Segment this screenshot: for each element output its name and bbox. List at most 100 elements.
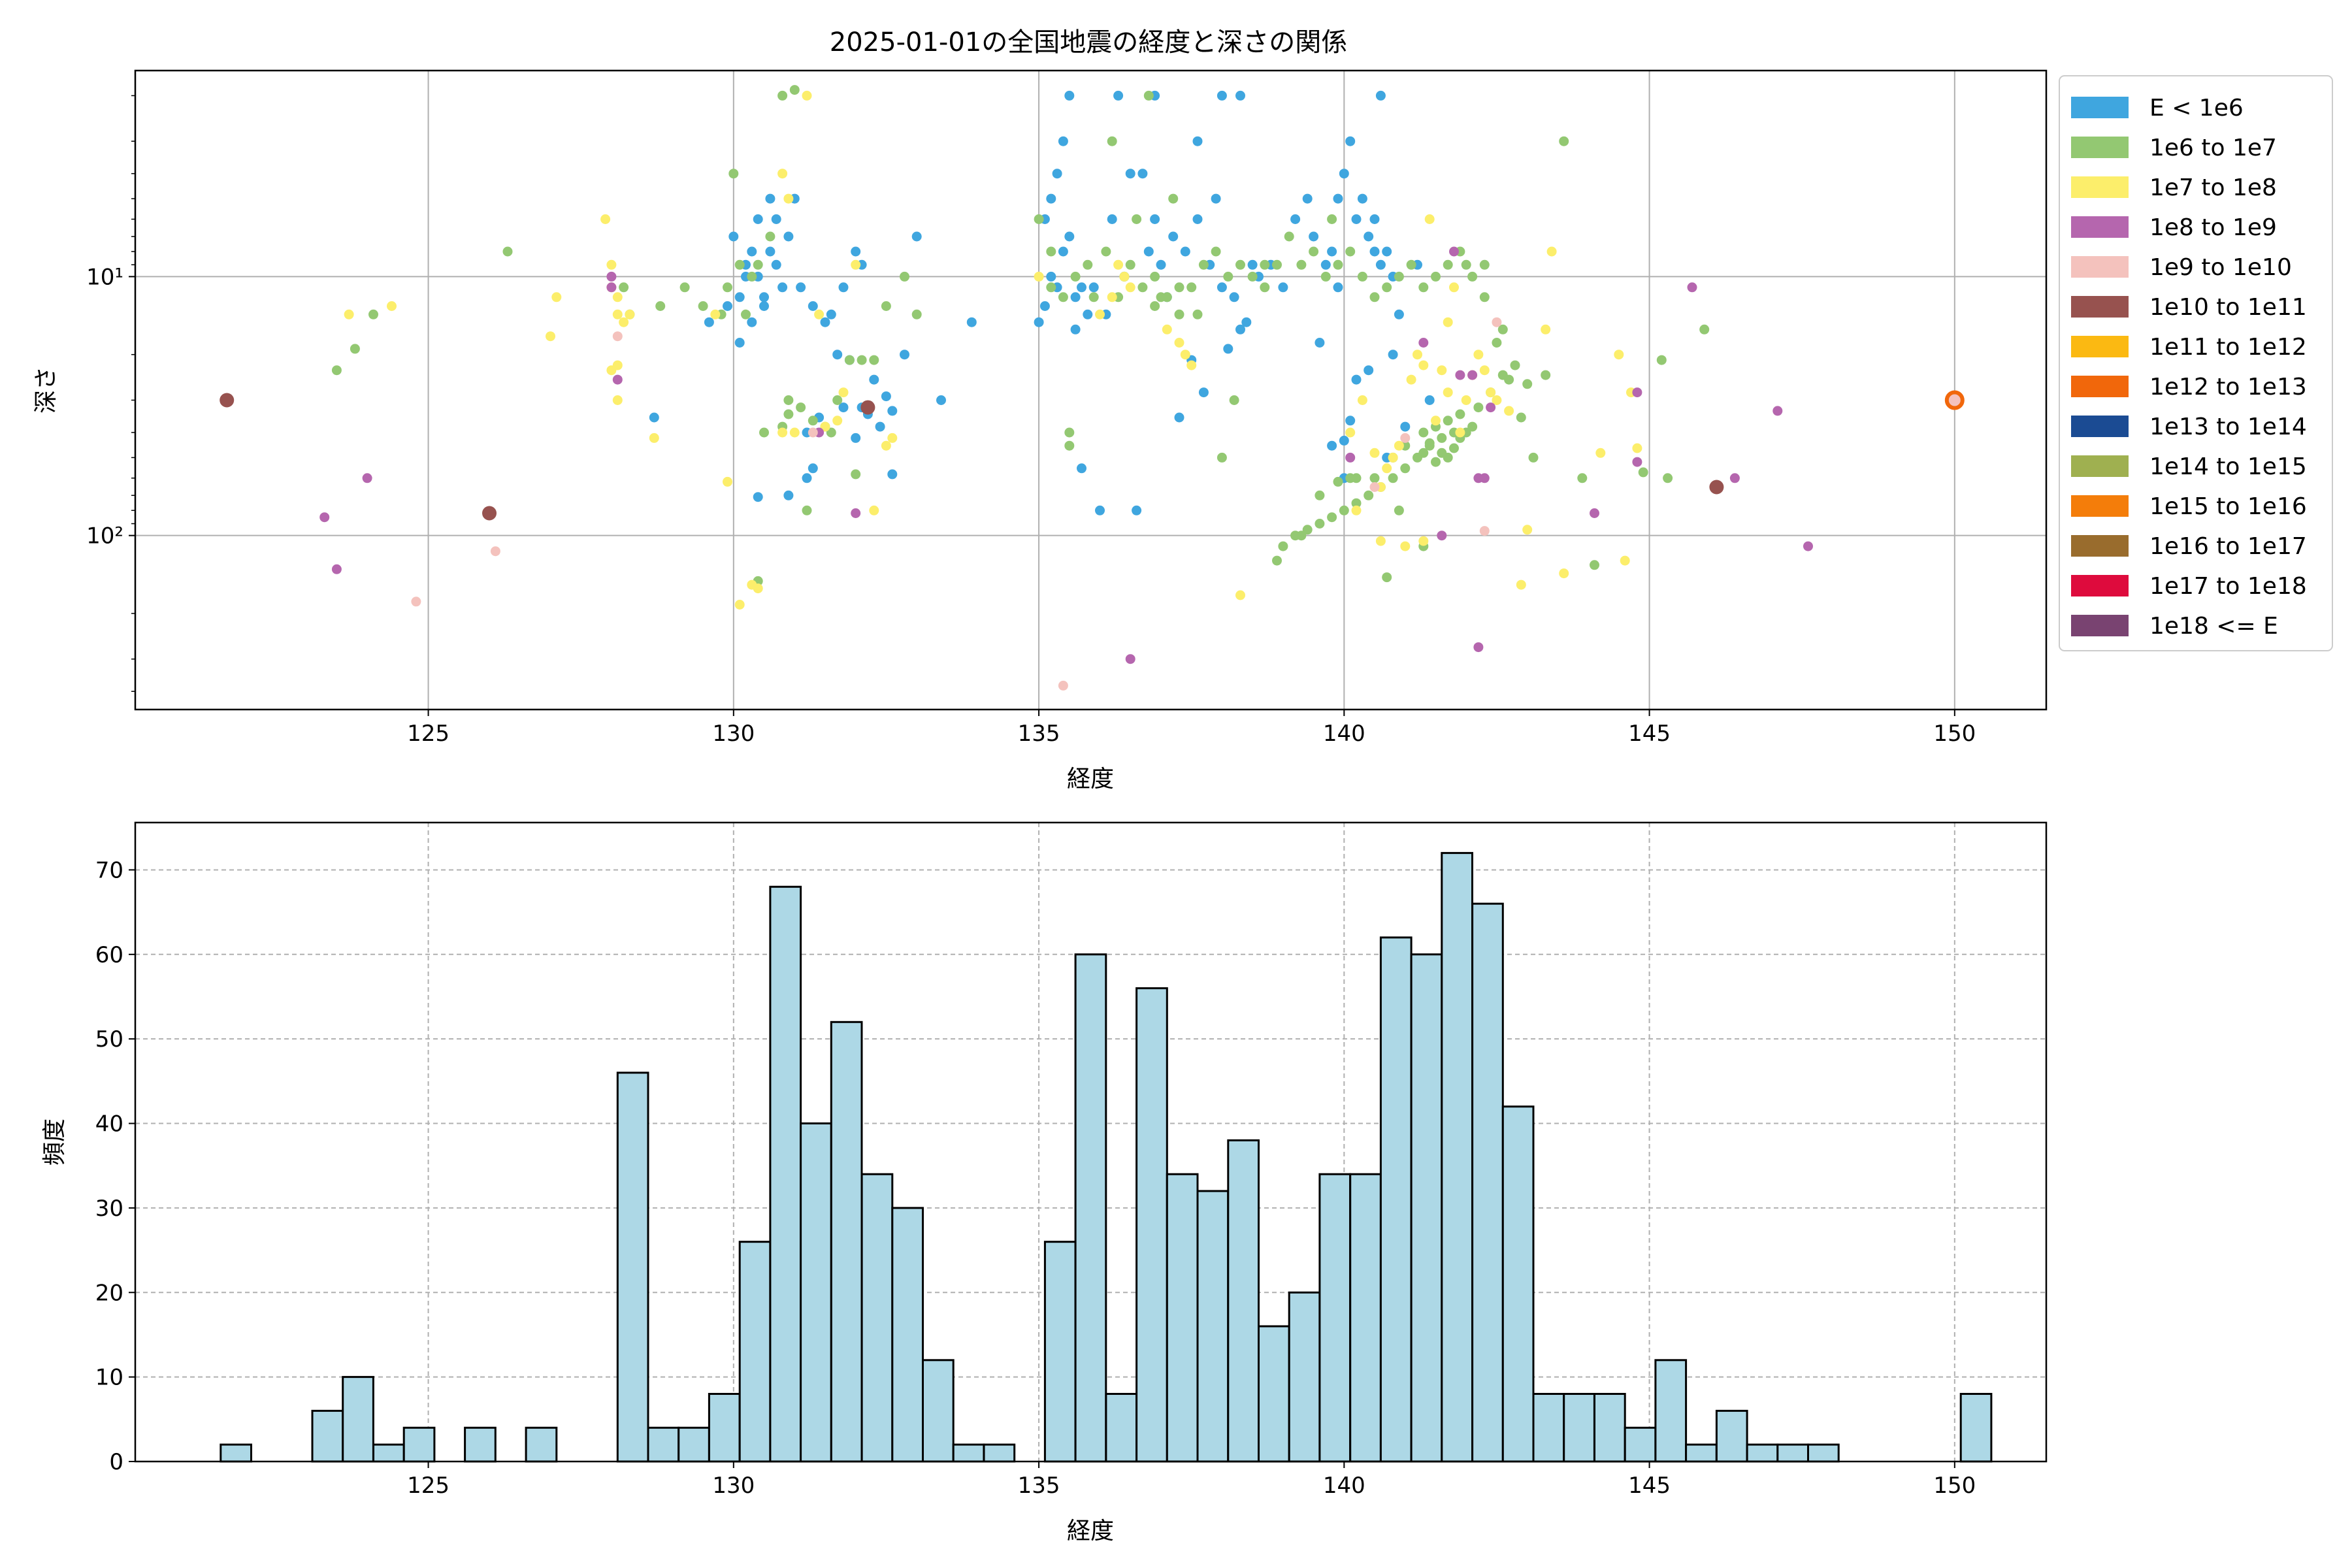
scatter-point (1217, 90, 1227, 101)
scatter-point (1229, 292, 1239, 302)
scatter-grid (135, 71, 2046, 710)
scatter-point (1479, 259, 1490, 270)
scatter-point (1431, 416, 1441, 426)
histogram-bar (678, 1426, 710, 1463)
scatter-point (1186, 360, 1197, 370)
scatter-point (1394, 309, 1404, 319)
scatter-point (1364, 231, 1374, 242)
scatter-point (1388, 350, 1398, 360)
scatter-point (734, 338, 745, 348)
scatter-point (875, 421, 885, 432)
scatter-point (1590, 508, 1599, 518)
scatter-point (1309, 246, 1319, 257)
scatter-point (1369, 214, 1380, 224)
scatter-point (411, 596, 421, 607)
scatter-point (1150, 301, 1160, 311)
scatter-point (1351, 505, 1362, 515)
histogram-bar (311, 1409, 344, 1463)
legend-swatch (2071, 615, 2129, 636)
scatter-point (734, 259, 745, 270)
scatter-point (1247, 259, 1258, 270)
scatter-point (759, 292, 769, 302)
histogram-bar (952, 1443, 985, 1463)
scatter-point (900, 271, 909, 282)
scatter-point (1369, 482, 1380, 492)
scatter-point (1241, 317, 1252, 327)
scatter-point (1437, 448, 1447, 458)
histogram-bar (1532, 1393, 1565, 1463)
scatter-point (1156, 259, 1166, 270)
legend-label: 1e17 to 1e18 (2149, 573, 2307, 600)
scatter-point (1467, 271, 1478, 282)
histogram-bar (1959, 1393, 1993, 1463)
scatter-point (1449, 443, 1459, 453)
scatter-point (1541, 370, 1551, 380)
scatter-point (753, 583, 763, 594)
scatter-point (851, 246, 861, 257)
scatter-point (1364, 365, 1374, 376)
scatter-point (1034, 214, 1044, 224)
scatter-point (1400, 433, 1411, 443)
scatter-point (1223, 344, 1233, 354)
scatter-point (728, 169, 739, 179)
scatter-point (1284, 231, 1294, 242)
scatter-point (1198, 259, 1209, 270)
scatter-point (783, 193, 794, 204)
legend-swatch (2071, 97, 2129, 118)
histogram-bar (1746, 1443, 1779, 1463)
legend-swatch (2071, 137, 2129, 158)
legend-frame (2059, 75, 2333, 651)
histogram-y-tick-label: 10 (95, 1365, 123, 1391)
histogram-bar (402, 1426, 436, 1463)
legend-label: 1e18 <= E (2149, 613, 2278, 640)
scatter-point (1223, 271, 1233, 282)
legend-swatch (2071, 455, 2129, 477)
histogram-bar (464, 1426, 497, 1463)
histogram-bar (983, 1443, 1016, 1463)
scatter-point (1559, 136, 1569, 146)
histogram-bar (220, 1443, 252, 1463)
histogram-ticks: 125 130 135 140 145 150 0 10 20 30 40 50 60 70 (95, 857, 1976, 1499)
scatter-point (838, 282, 849, 293)
scatter-point (1455, 409, 1465, 419)
legend-label: 1e6 to 1e7 (2149, 135, 2277, 161)
scatter-point (679, 282, 690, 293)
scatter-point (1345, 427, 1356, 438)
scatter-point (1125, 654, 1135, 664)
scatter-point (1413, 350, 1422, 360)
scatter-point (1272, 259, 1282, 270)
scatter-point (1095, 309, 1105, 319)
scatter-point (1461, 259, 1471, 270)
scatter-point (1070, 324, 1081, 335)
scatter-point (1382, 463, 1392, 474)
scatter-point (1345, 452, 1356, 463)
scatter-point (1101, 246, 1111, 257)
histogram-bar (1685, 1443, 1718, 1463)
scatter-point (1351, 473, 1362, 483)
scatter-point (1095, 505, 1105, 515)
scatter-point (783, 490, 794, 500)
legend-swatch (2071, 575, 2129, 596)
scatter-point (753, 492, 763, 502)
legend-swatch (2071, 216, 2129, 238)
scatter-point (331, 365, 342, 376)
scatter-point (1058, 136, 1068, 146)
histogram-y-tick-label: 60 (95, 942, 123, 968)
scatter-point (783, 231, 794, 242)
histogram-x-tick-label: 130 (712, 1473, 755, 1499)
scatter-point (1431, 271, 1441, 282)
scatter-point (1070, 292, 1081, 302)
scatter-point (1559, 568, 1569, 579)
scatter-point (869, 355, 879, 365)
scatter-point (1339, 435, 1349, 446)
scatter-point (1315, 519, 1325, 529)
scatter-point (704, 317, 714, 327)
legend-label: 1e16 to 1e17 (2149, 533, 2307, 560)
scatter-point (1339, 505, 1349, 515)
scatter-point (1516, 412, 1526, 423)
scatter-point (1235, 259, 1245, 270)
scatter-point (1455, 427, 1465, 438)
scatter-point (1443, 317, 1453, 327)
scatter-point (1327, 512, 1337, 523)
scatter-point (1272, 555, 1282, 566)
